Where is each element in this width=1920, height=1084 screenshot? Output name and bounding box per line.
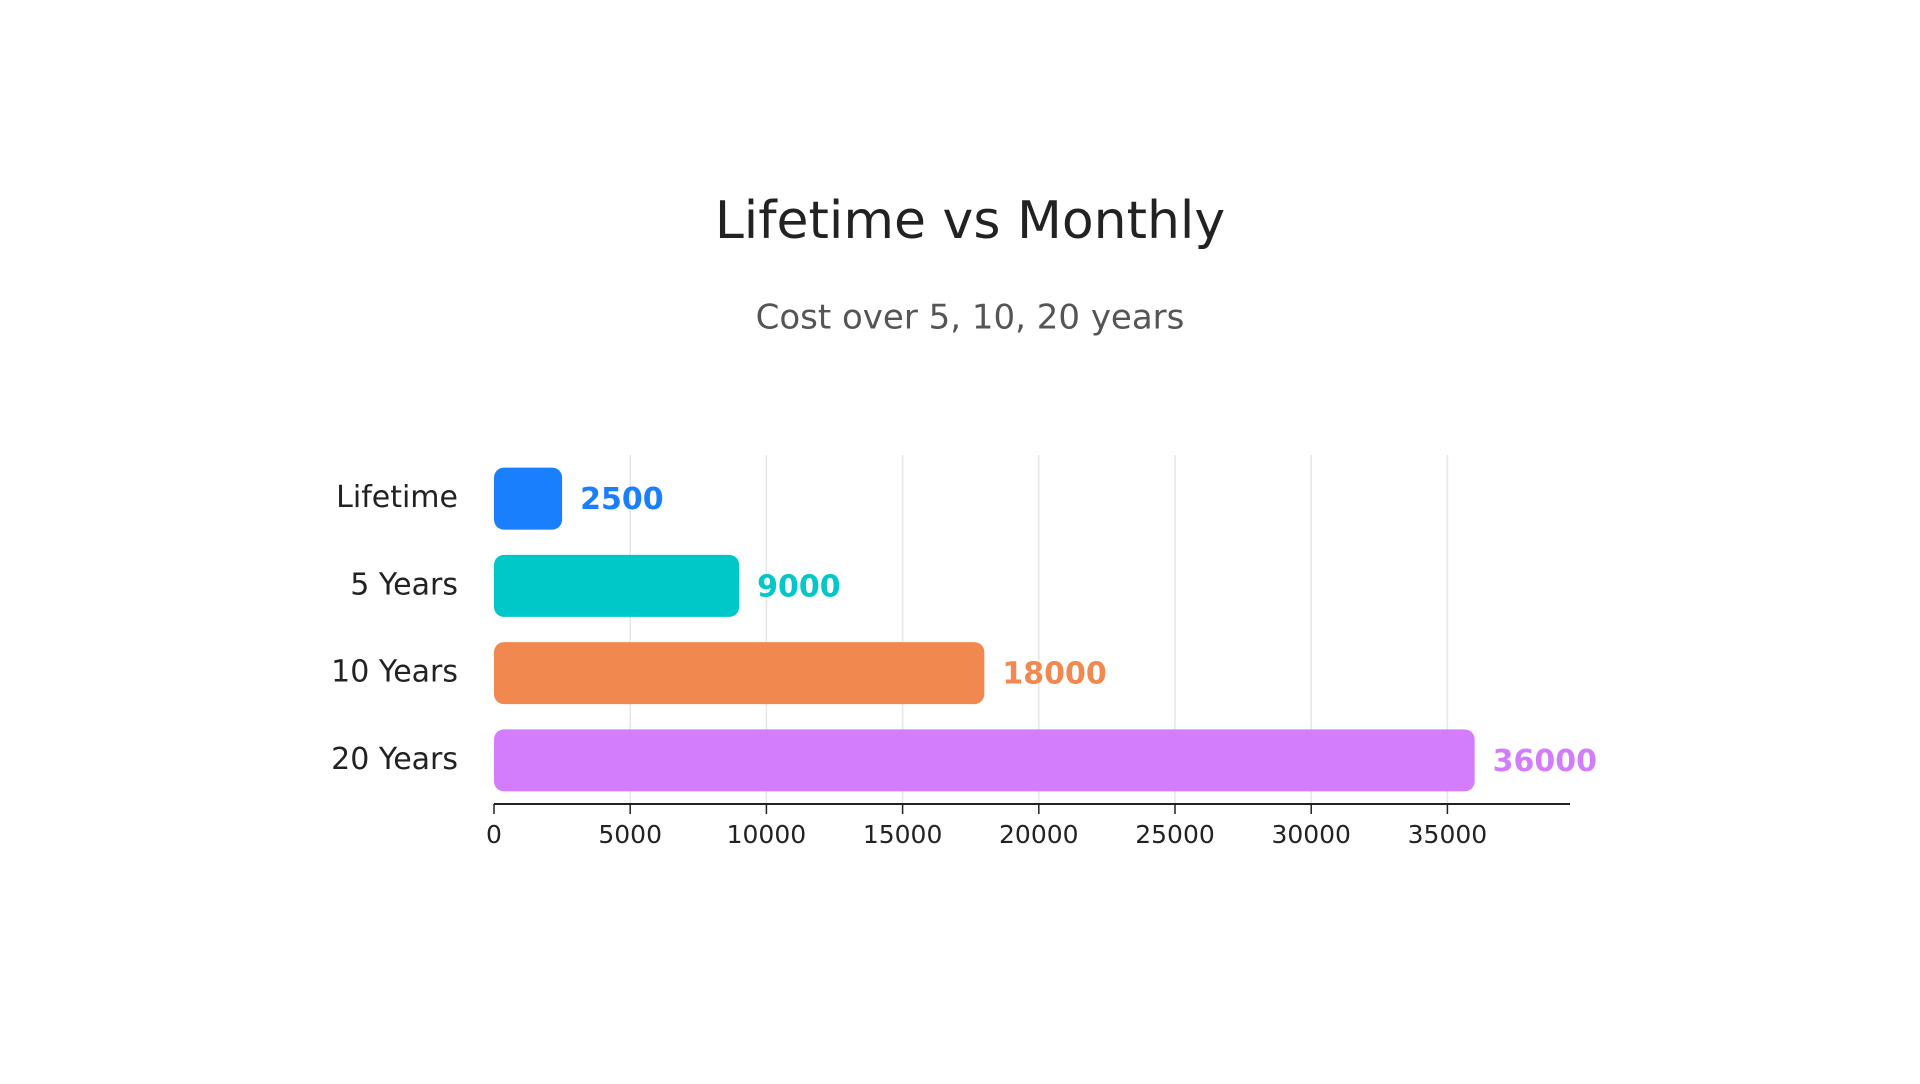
- x-tick-label: 30000: [1271, 820, 1351, 849]
- x-tick-label: 15000: [863, 820, 943, 849]
- value-label: 36000: [1493, 744, 1597, 779]
- value-label: 2500: [580, 482, 664, 517]
- bar: [494, 467, 563, 530]
- x-tick-label: 35000: [1408, 820, 1488, 849]
- value-label: 9000: [757, 569, 841, 604]
- y-tick-label: Lifetime: [336, 480, 458, 515]
- y-tick-label: 20 Years: [331, 742, 458, 777]
- chart-subtitle: Cost over 5, 10, 20 years: [756, 298, 1185, 338]
- x-tick-label: 0: [486, 820, 502, 849]
- bar: [494, 554, 740, 617]
- y-tick-label: 5 Years: [350, 567, 458, 602]
- x-tick-label: 10000: [727, 820, 807, 849]
- x-tick-label: 25000: [1135, 820, 1215, 849]
- bar: [494, 642, 985, 705]
- x-tick-label: 20000: [999, 820, 1079, 849]
- x-tick-label: 5000: [598, 820, 662, 849]
- value-label: 18000: [1002, 657, 1106, 692]
- y-tick-label: 10 Years: [331, 655, 458, 690]
- chart-title: Lifetime vs Monthly: [715, 191, 1225, 251]
- bar: [494, 729, 1475, 792]
